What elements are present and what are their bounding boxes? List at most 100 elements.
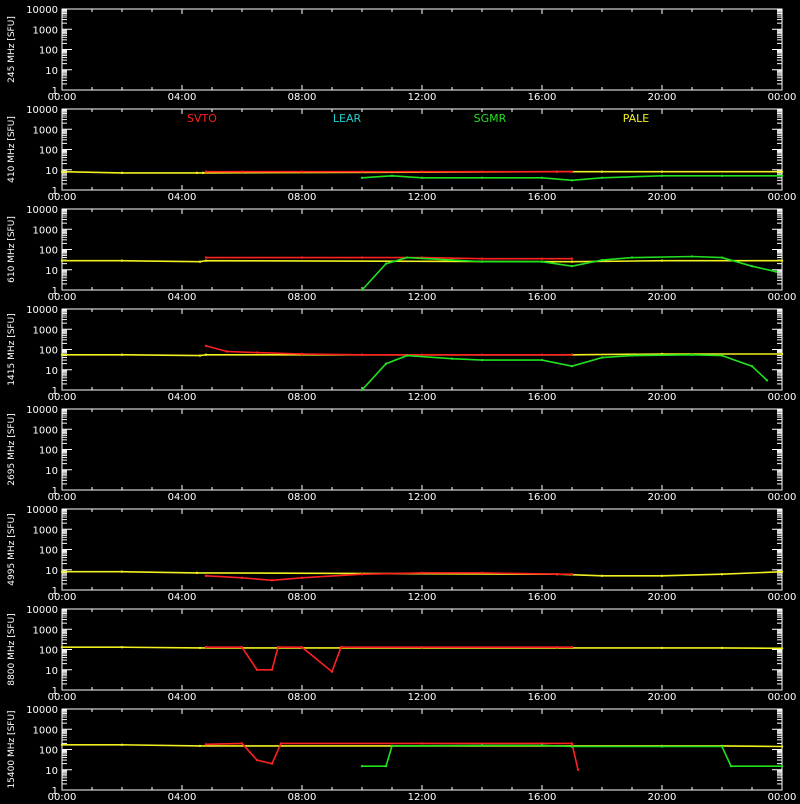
series-svto-point (360, 353, 364, 356)
y-tick-label: 1000 (33, 425, 58, 436)
series-pale-point (780, 647, 784, 650)
x-tick-label: 00:00 (768, 792, 797, 800)
series-sgmr-line (361, 353, 768, 391)
series-svto-point (570, 257, 574, 260)
series-svto-point (420, 645, 424, 649)
series-sgmr-point (630, 256, 634, 259)
series-sgmr-point (480, 744, 484, 747)
series-pale-point (198, 354, 202, 357)
series-svto-point (300, 352, 304, 356)
x-tick-label: 00:00 (48, 692, 77, 703)
y-axis-label: 4995 MHz [SFU] (7, 513, 17, 585)
series-pale-point (198, 744, 202, 748)
y-tick-label: 10 (45, 366, 58, 377)
series-sgmr-point (750, 264, 754, 268)
series-svto-point (225, 350, 229, 353)
series-sgmr-point (720, 354, 724, 357)
series-pale-point (120, 353, 124, 356)
x-tick-label: 16:00 (528, 192, 557, 203)
series-pale-point (60, 645, 64, 649)
series-pale-point (780, 570, 784, 573)
series-sgmr-point (420, 176, 424, 180)
series-svto-point (255, 668, 259, 671)
series-pale-point (201, 171, 205, 175)
series-svto-point (204, 743, 208, 746)
y-axis-label: 8800 MHz [SFU] (7, 613, 17, 685)
series-svto-line (205, 572, 572, 582)
y-tick-label: 10 (45, 266, 58, 277)
series-sgmr-point (384, 764, 388, 768)
y-axis-label: 2695 MHz [SFU] (7, 413, 17, 485)
series-svto-point (204, 256, 208, 259)
series-sgmr-point (360, 288, 364, 292)
series-svto-point (540, 257, 544, 260)
y-tick-label: 100 (39, 46, 58, 57)
series-pale-point (720, 646, 724, 650)
series-pale-point (195, 571, 199, 575)
series-pale-point (204, 353, 208, 356)
x-tick-label: 20:00 (648, 392, 677, 403)
series-sgmr-point (390, 744, 394, 748)
series-sgmr-point (480, 260, 484, 263)
series-sgmr-point (774, 270, 778, 273)
series-svto-point (576, 768, 580, 771)
series-pale-point (570, 260, 574, 263)
y-tick-label: 1000 (33, 525, 58, 536)
series-pale-point (660, 170, 664, 173)
series-pale-line (62, 570, 783, 577)
series-sgmr-point (360, 388, 364, 392)
series-sgmr-point (384, 262, 388, 265)
series-sgmr-point (450, 357, 454, 360)
x-tick-label: 12:00 (408, 92, 437, 103)
x-tick-label: 08:00 (288, 592, 317, 603)
series-svto-point (420, 571, 424, 575)
series-sgmr-point (600, 176, 604, 180)
series-sgmr-line (362, 744, 782, 767)
series-pale-point (780, 170, 784, 173)
series-pale-point (120, 743, 124, 747)
series-sgmr-point (570, 745, 574, 748)
x-tick-label: 16:00 (528, 292, 557, 303)
y-axis-label: 1415 MHz [SFU] (7, 313, 17, 385)
series-svto-point (270, 668, 274, 671)
series-sgmr-point (780, 174, 784, 178)
x-tick-label: 08:00 (288, 192, 317, 203)
series-pale-point (660, 574, 664, 578)
x-tick-label: 00:00 (768, 692, 797, 703)
series-svto-point (279, 742, 283, 745)
legend-entry-pale: PALE (623, 112, 650, 125)
series-svto-point (300, 170, 304, 173)
x-tick-label: 08:00 (288, 92, 317, 103)
series-sgmr-point (600, 356, 604, 359)
x-tick-label: 04:00 (168, 792, 197, 800)
series-svto-point (270, 762, 274, 765)
series-svto-point (204, 574, 208, 578)
series-svto-point (300, 576, 304, 580)
x-tick-label: 04:00 (168, 292, 197, 303)
y-axis-label: 610 MHz [SFU] (7, 216, 17, 283)
series-svto-point (240, 742, 244, 745)
series-pale-point (198, 260, 202, 263)
series-pale-point (60, 259, 64, 262)
series-svto-point (276, 645, 280, 649)
series-sgmr-point (720, 174, 724, 178)
y-tick-label: 10000 (26, 505, 58, 516)
series-svto-point (540, 742, 544, 745)
series-pale-point (120, 171, 124, 175)
x-tick-label: 16:00 (528, 392, 557, 403)
legend-entry-sgmr: SGMR (474, 112, 507, 125)
series-sgmr-point (540, 176, 544, 180)
series-svto-line (206, 646, 572, 674)
series-pale-point (120, 570, 124, 573)
series-svto-point (240, 170, 244, 173)
x-tick-label: 08:00 (288, 392, 317, 403)
series-pale-point (660, 646, 664, 650)
series-pale-point (120, 645, 124, 649)
x-tick-label: 00:00 (768, 392, 797, 403)
x-tick-label: 20:00 (648, 692, 677, 703)
series-pale-point (204, 259, 208, 262)
x-tick-label: 20:00 (648, 792, 677, 800)
y-axis-label: 410 MHz [SFU] (7, 116, 17, 183)
y-tick-label: 1 (52, 786, 58, 797)
series-sgmr-point (765, 379, 769, 382)
